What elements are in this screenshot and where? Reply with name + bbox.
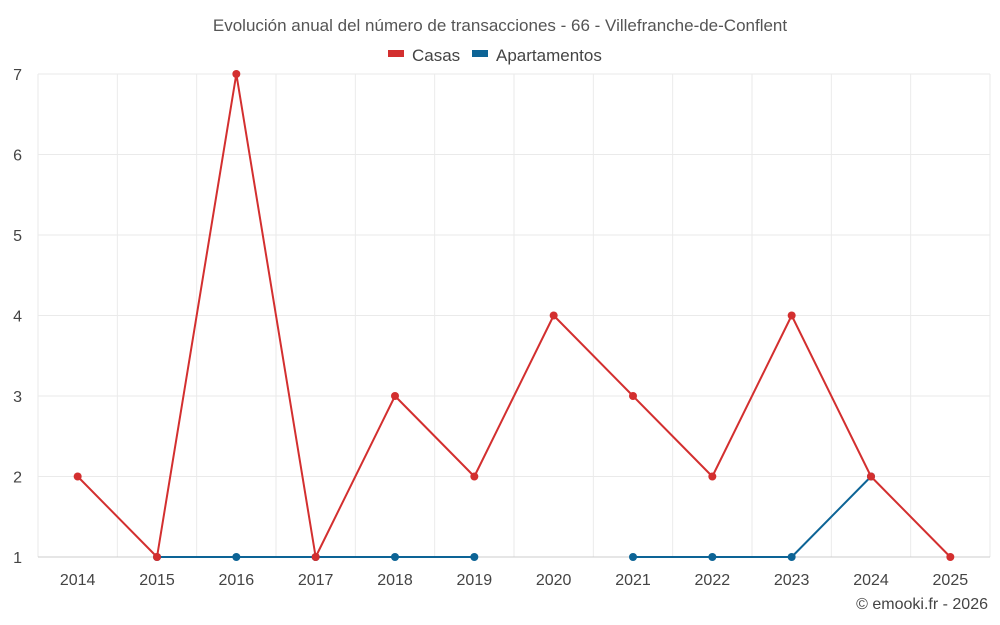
chart-title: Evolución anual del número de transaccio… [213, 16, 788, 35]
x-tick-label: 2017 [298, 572, 334, 589]
legend-item-apartamentos[interactable]: Apartamentos [472, 46, 602, 65]
x-axis: 2014 2015 2016 2017 2018 2019 2020 2021 2022 2023… [60, 572, 968, 589]
x-tick-label: 2021 [615, 572, 651, 589]
legend-item-casas[interactable]: Casas [388, 46, 460, 65]
x-tick-label: 2015 [139, 572, 175, 589]
data-point-casas[interactable] [311, 553, 320, 561]
data-point-casas[interactable] [708, 472, 717, 481]
series-layer [73, 70, 955, 561]
x-tick-label: 2018 [377, 572, 413, 589]
x-tick-label: 2025 [933, 572, 969, 589]
series-line-apartamentos [633, 475, 872, 558]
data-point-casas[interactable] [153, 553, 161, 561]
data-point-apartamentos[interactable] [629, 553, 637, 561]
credit-text: © emooki.fr - 2026 [856, 596, 988, 613]
data-point-apartamentos[interactable] [470, 553, 479, 561]
legend-label-apartamentos: Apartamentos [496, 46, 602, 65]
data-point-casas[interactable] [391, 392, 399, 400]
x-tick-label: 2014 [60, 572, 96, 589]
legend-swatch-casas [388, 50, 404, 57]
data-point-casas[interactable] [629, 392, 637, 400]
data-point-casas[interactable] [867, 472, 875, 481]
x-tick-label: 2022 [695, 572, 731, 589]
y-axis: 1 2 3 4 5 6 7 [13, 67, 22, 567]
data-point-apartamentos[interactable] [708, 553, 717, 561]
legend-swatch-apartamentos [472, 50, 488, 57]
x-tick-label: 2020 [536, 572, 572, 589]
grid [37, 73, 991, 558]
x-tick-label: 2023 [774, 572, 810, 589]
y-tick-label: 4 [13, 309, 22, 326]
legend: Casas Apartamentos [388, 46, 602, 65]
y-tick-label: 3 [13, 389, 22, 406]
data-point-apartamentos[interactable] [787, 553, 796, 561]
y-tick-label: 5 [13, 228, 22, 245]
x-tick-label: 2019 [457, 572, 493, 589]
data-point-casas[interactable] [787, 311, 796, 320]
series-casas [73, 70, 955, 561]
data-point-apartamentos[interactable] [232, 553, 241, 561]
y-tick-label: 2 [13, 470, 22, 487]
y-tick-label: 7 [13, 67, 22, 84]
series-line-casas [76, 73, 952, 558]
data-point-casas[interactable] [232, 70, 241, 78]
data-point-casas[interactable] [73, 472, 82, 481]
data-point-casas[interactable] [549, 311, 558, 320]
data-point-casas[interactable] [946, 553, 955, 561]
x-tick-label: 2024 [853, 572, 889, 589]
y-tick-label: 1 [13, 550, 22, 567]
y-tick-label: 6 [13, 148, 22, 165]
data-point-apartamentos[interactable] [391, 553, 399, 561]
x-tick-label: 2016 [219, 572, 255, 589]
data-point-casas[interactable] [470, 472, 479, 481]
legend-label-casas: Casas [412, 46, 460, 65]
